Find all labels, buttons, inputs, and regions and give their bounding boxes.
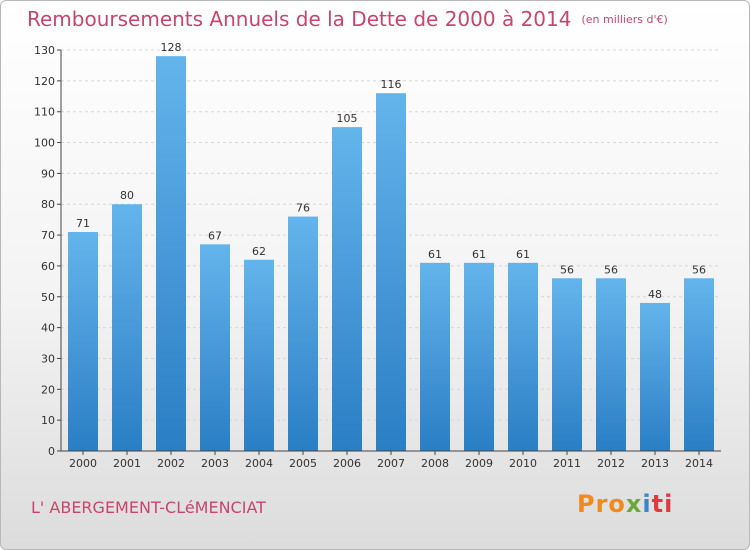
value-label: 48 (648, 288, 662, 301)
value-labels: 71 80 128 67 62 76 105 116 61 61 61 56 56 48 56 (76, 41, 706, 301)
value-label: 105 (337, 112, 358, 125)
bar (684, 278, 714, 451)
value-label: 67 (208, 229, 222, 242)
bar (596, 278, 626, 451)
value-label: 56 (560, 263, 574, 276)
bar (640, 302, 670, 451)
x-tick-label: 2002 (157, 457, 185, 470)
y-tick-label: 10 (41, 414, 55, 427)
x-tick-label: 2004 (245, 457, 273, 470)
x-tick-label: 2014 (685, 457, 713, 470)
value-label: 56 (604, 263, 618, 276)
x-tick-label: 2001 (113, 457, 141, 470)
bar (508, 262, 538, 451)
y-tick-label: 130 (34, 44, 55, 57)
bar (244, 259, 274, 451)
commune-name: L' ABERGEMENT-CLéMENCIAT (31, 498, 266, 517)
x-tick-label: 2006 (333, 457, 361, 470)
x-tick-label: 2013 (641, 457, 669, 470)
bars (68, 56, 714, 452)
x-tick-label: 2000 (69, 457, 97, 470)
x-tick-label: 2009 (465, 457, 493, 470)
bar (288, 216, 318, 451)
x-tick-label: 2011 (553, 457, 581, 470)
logo-part-4: ti (651, 490, 674, 518)
value-label: 76 (296, 202, 310, 215)
y-tick-label: 0 (48, 445, 55, 458)
bar (420, 262, 450, 451)
y-tick-label: 100 (34, 137, 55, 150)
y-tick-label: 60 (41, 260, 55, 273)
y-tick-label: 90 (41, 167, 55, 180)
y-tick-label: 30 (41, 352, 55, 365)
value-label: 62 (252, 245, 266, 258)
logo-part-2: x (625, 490, 643, 518)
x-axis-ticks: 2000 2001 2002 2003 2004 2005 2006 2007 2008 2009… (69, 451, 713, 470)
chart-title-text: Remboursements Annuels de la Dette de 20… (27, 7, 572, 31)
x-tick-label: 2010 (509, 457, 537, 470)
x-tick-label: 2007 (377, 457, 405, 470)
y-tick-label: 80 (41, 198, 55, 211)
value-label: 61 (516, 248, 530, 261)
logo-part-1: Pro (577, 490, 626, 518)
bar (156, 56, 186, 452)
value-label: 71 (76, 217, 90, 230)
value-label: 116 (381, 78, 402, 91)
chart-unit: (en milliers d'€) (581, 13, 668, 26)
chart-title: Remboursements Annuels de la Dette de 20… (27, 7, 668, 31)
bar (376, 93, 406, 451)
y-tick-label: 70 (41, 229, 55, 242)
value-label: 128 (161, 41, 182, 54)
bar (112, 204, 142, 451)
x-tick-label: 2003 (201, 457, 229, 470)
y-tick-label: 20 (41, 383, 55, 396)
y-tick-label: 50 (41, 291, 55, 304)
value-label: 56 (692, 263, 706, 276)
proxiti-logo[interactable]: Proxiti (577, 490, 673, 518)
y-tick-label: 120 (34, 75, 55, 88)
x-tick-label: 2012 (597, 457, 625, 470)
bar (68, 231, 98, 451)
bar (464, 262, 494, 451)
logo-part-3: i (642, 490, 652, 518)
y-axis-ticks: 0 10 20 30 40 50 60 70 80 90 100 110 120 130 (34, 44, 61, 458)
x-tick-label: 2008 (421, 457, 449, 470)
value-label: 61 (428, 248, 442, 261)
x-tick-label: 2005 (289, 457, 317, 470)
value-label: 80 (120, 189, 134, 202)
value-label: 61 (472, 248, 486, 261)
bar (552, 278, 582, 451)
y-tick-label: 110 (34, 106, 55, 119)
bar (200, 244, 230, 451)
bar (332, 127, 362, 451)
y-tick-label: 40 (41, 322, 55, 335)
